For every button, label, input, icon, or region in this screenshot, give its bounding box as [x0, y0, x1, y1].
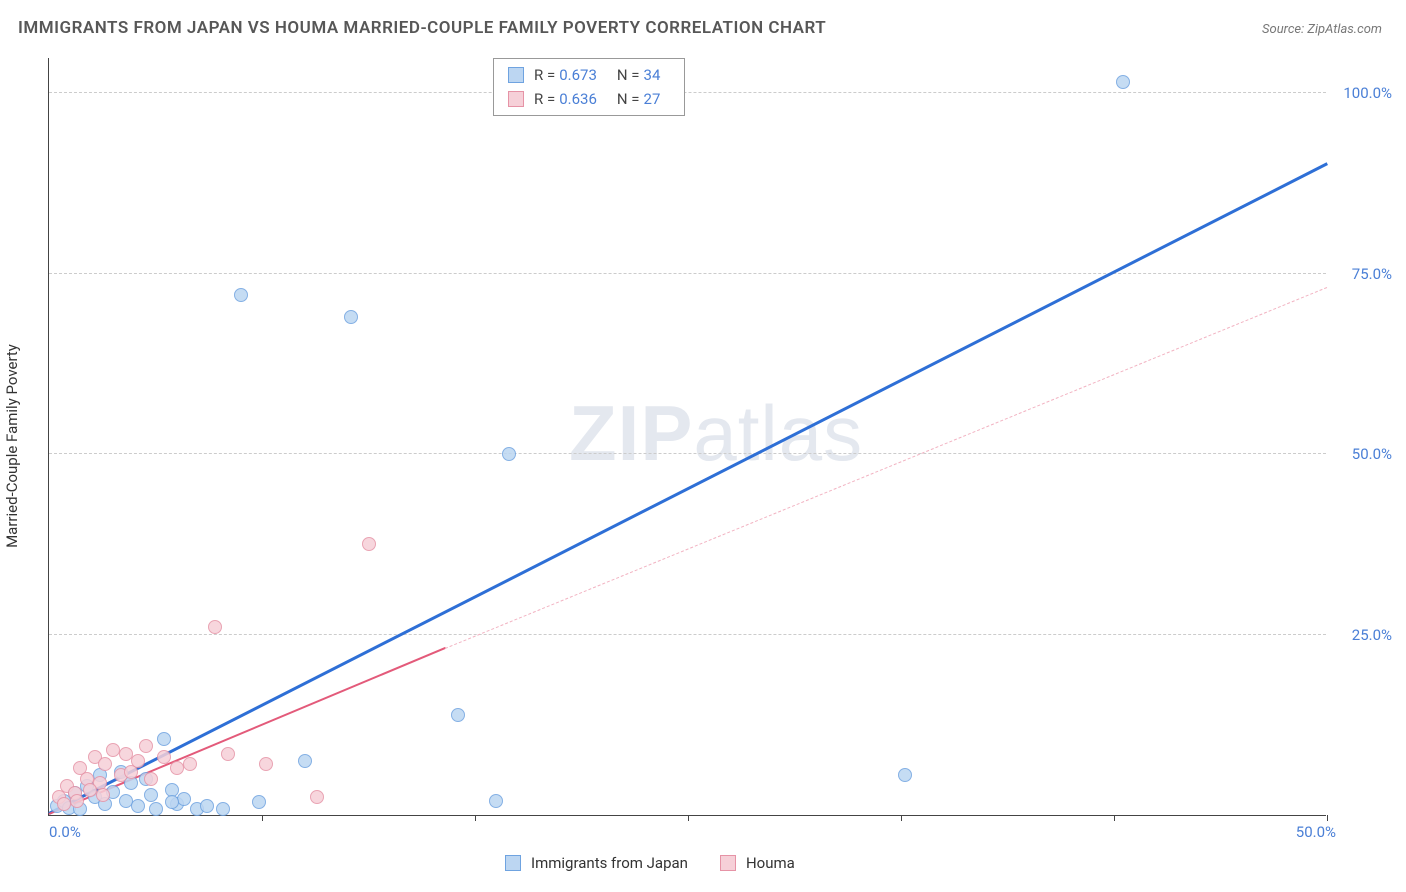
data-point — [98, 757, 112, 771]
x-tick — [1114, 815, 1115, 821]
data-point — [139, 739, 153, 753]
x-tick — [475, 815, 476, 821]
data-point — [165, 795, 179, 809]
gridline — [49, 453, 1326, 454]
legend-row: R =0.636 N =27 — [494, 87, 684, 111]
source-label: Source: ZipAtlas.com — [1262, 22, 1382, 37]
data-point — [144, 772, 158, 786]
legend-series-name: Immigrants from Japan — [531, 854, 688, 872]
data-point — [183, 757, 197, 771]
data-point — [344, 310, 358, 324]
data-point — [157, 750, 171, 764]
gridline — [49, 92, 1326, 93]
legend-r: R =0.636 — [534, 90, 607, 108]
data-point — [362, 537, 376, 551]
legend-swatch — [508, 67, 524, 83]
data-point — [144, 788, 158, 802]
trend-line — [48, 162, 1327, 814]
y-tick-label: 25.0% — [1336, 626, 1392, 644]
data-point — [131, 799, 145, 813]
data-point — [157, 732, 171, 746]
data-point — [310, 790, 324, 804]
data-point — [106, 743, 120, 757]
data-point — [221, 747, 235, 761]
data-point — [1116, 75, 1130, 89]
data-point — [451, 708, 465, 722]
watermark: ZIPatlas — [569, 388, 863, 479]
gridline — [49, 273, 1326, 274]
data-point — [119, 747, 133, 761]
legend-n: N =34 — [617, 66, 671, 84]
data-point — [298, 754, 312, 768]
x-tick — [688, 815, 689, 821]
series-legend: Immigrants from Japan Houma — [505, 854, 817, 872]
data-point — [252, 795, 266, 809]
y-tick-label: 100.0% — [1336, 84, 1392, 102]
correlation-legend: R =0.673 N =34 R =0.636 N =27 — [493, 58, 685, 116]
chart-container: IMMIGRANTS FROM JAPAN VS HOUMA MARRIED-C… — [0, 0, 1406, 892]
data-point — [149, 802, 163, 816]
x-tick-label: 50.0% — [1296, 823, 1336, 841]
y-axis-label: Married-Couple Family Poverty — [3, 344, 21, 548]
legend-series-name: Houma — [746, 854, 795, 872]
data-point — [216, 802, 230, 816]
data-point — [200, 799, 214, 813]
legend-n: N =27 — [617, 90, 671, 108]
gridline — [49, 634, 1326, 635]
trend-line — [445, 287, 1327, 649]
data-point — [70, 794, 84, 808]
data-point — [234, 288, 248, 302]
legend-r: R =0.673 — [534, 66, 607, 84]
legend-swatch — [505, 855, 521, 871]
data-point — [208, 620, 222, 634]
data-point — [502, 447, 516, 461]
legend-swatch — [720, 855, 736, 871]
legend-swatch — [508, 91, 524, 107]
data-point — [131, 754, 145, 768]
data-point — [96, 788, 110, 802]
data-point — [177, 792, 191, 806]
plot-area: ZIPatlas 25.0%50.0%75.0%100.0%0.0%50.0% — [48, 58, 1326, 816]
x-tick — [901, 815, 902, 821]
data-point — [259, 757, 273, 771]
x-tick — [1327, 815, 1328, 821]
data-point — [489, 794, 503, 808]
chart-title: IMMIGRANTS FROM JAPAN VS HOUMA MARRIED-C… — [18, 18, 826, 38]
x-tick — [262, 815, 263, 821]
x-tick-label: 0.0% — [49, 823, 81, 841]
y-tick-label: 50.0% — [1336, 445, 1392, 463]
legend-row: R =0.673 N =34 — [494, 63, 684, 87]
y-tick-label: 75.0% — [1336, 265, 1392, 283]
data-point — [898, 768, 912, 782]
